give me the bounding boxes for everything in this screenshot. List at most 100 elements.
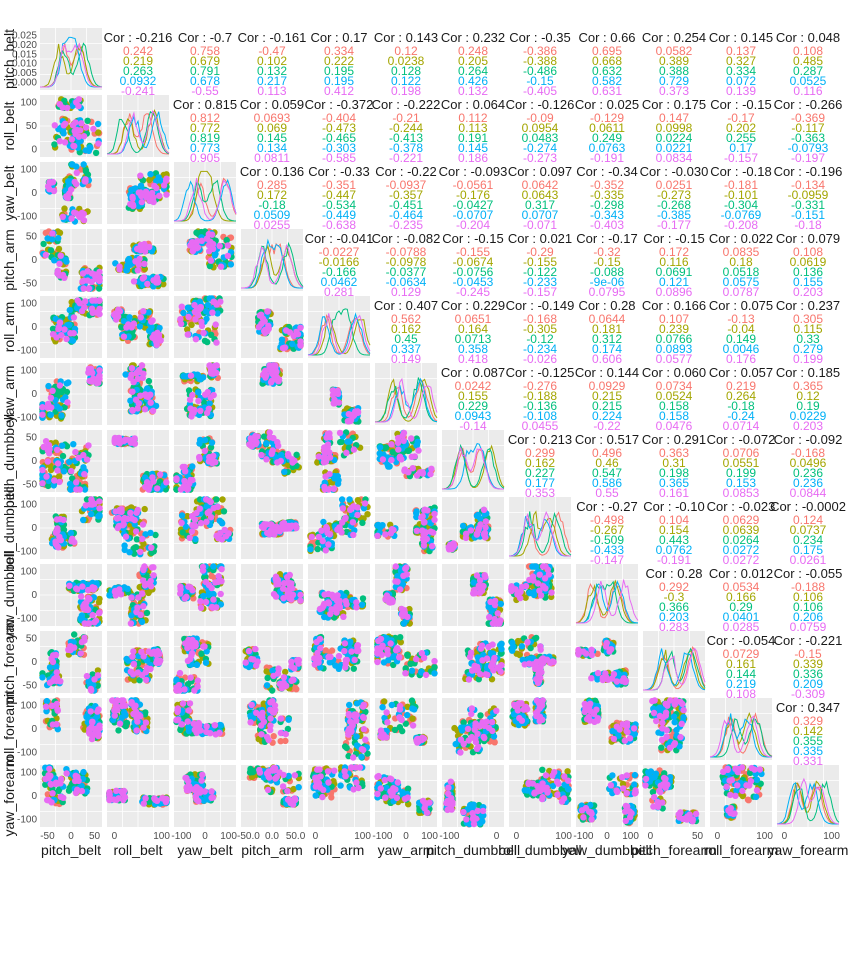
correlation-overall: Cor : -0.023 bbox=[707, 499, 776, 514]
panel-2-1 bbox=[107, 162, 170, 224]
scatter-point bbox=[54, 267, 62, 274]
scatter-point bbox=[137, 172, 144, 179]
scatter-point bbox=[321, 483, 328, 491]
scatter-point bbox=[127, 509, 134, 517]
correlation-group-value: 0.0518 bbox=[723, 265, 760, 279]
scatter-point bbox=[208, 370, 215, 377]
scatter-point bbox=[75, 454, 82, 461]
correlation-group-value: 0.128 bbox=[391, 64, 421, 78]
correlation-overall: Cor : -0.33 bbox=[308, 164, 369, 179]
correlation-group-value: 0.0835 bbox=[723, 245, 760, 259]
panel-6-0 bbox=[39, 430, 102, 493]
scatter-point bbox=[53, 516, 61, 523]
correlation-overall: Cor : -0.092 bbox=[774, 432, 843, 447]
correlation-group-value: -0.449 bbox=[322, 208, 356, 222]
correlation-group-value: 0.0642 bbox=[522, 178, 559, 192]
scatter-point bbox=[416, 469, 424, 476]
scatter-point bbox=[334, 526, 341, 533]
scatter-point bbox=[75, 102, 82, 110]
scatter-point bbox=[61, 139, 69, 146]
scatter-point bbox=[224, 242, 232, 249]
scatter-point bbox=[128, 365, 136, 372]
scatter-point bbox=[163, 191, 170, 198]
scatter-point bbox=[206, 362, 213, 369]
correlation-group-value: -0.331 bbox=[791, 198, 825, 212]
scatter-point bbox=[189, 476, 196, 484]
correlation-group-value: 0.0575 bbox=[723, 275, 760, 289]
correlation-group-value: -0.0937 bbox=[386, 178, 427, 192]
panel-5-4 bbox=[308, 363, 370, 425]
correlation-overall: Cor : 0.060 bbox=[642, 365, 706, 380]
scatter-point bbox=[85, 147, 93, 154]
correlation-overall: Cor : 0.517 bbox=[575, 432, 639, 447]
scatter-point bbox=[408, 435, 415, 442]
scatter-point bbox=[122, 533, 130, 540]
scatter-point bbox=[149, 407, 157, 414]
scatter-point bbox=[179, 529, 186, 536]
correlation-group-value: -0.369 bbox=[791, 111, 825, 125]
correlation-group-value: 0.758 bbox=[190, 44, 220, 58]
scatter-point bbox=[323, 523, 330, 531]
scatter-point bbox=[47, 411, 54, 419]
scatter-point bbox=[55, 245, 63, 253]
correlation-group-value: 0.203 bbox=[793, 285, 823, 299]
correlation-group-value: -0.166 bbox=[322, 265, 356, 279]
scatter-point bbox=[209, 245, 217, 253]
panel-7-1 bbox=[107, 497, 169, 559]
correlation-group-value: 0.12 bbox=[394, 44, 418, 58]
scatter-point bbox=[213, 362, 220, 369]
correlation-overall: Cor : 0.048 bbox=[776, 30, 840, 45]
scatter-point bbox=[409, 465, 416, 472]
correlation-group-value: -0.181 bbox=[724, 178, 758, 192]
correlation-overall: Cor : -0.082 bbox=[372, 231, 441, 246]
scatter-point bbox=[51, 257, 58, 264]
scatter-point bbox=[125, 255, 133, 263]
correlation-group-value: 0.729 bbox=[659, 74, 689, 88]
correlation-group-value: 0.0787 bbox=[723, 285, 760, 299]
scatter-point bbox=[54, 527, 61, 535]
scatter-point bbox=[337, 438, 344, 446]
panel-4-7: Cor : -0.149-0.168-0.305-0.12-0.234-0.02… bbox=[506, 298, 575, 366]
panel-5-7: Cor : -0.125-0.276-0.188-0.136-0.1080.04… bbox=[506, 365, 575, 433]
panel-0-7: Cor : -0.35-0.386-0.388-0.486-0.15-0.405 bbox=[509, 30, 570, 98]
panel-7-0 bbox=[40, 496, 103, 559]
scatter-point bbox=[78, 307, 86, 315]
scatter-point bbox=[297, 342, 304, 349]
scatter-point bbox=[120, 333, 128, 340]
scatter-point bbox=[148, 323, 155, 331]
scatter-point bbox=[208, 439, 216, 446]
scatter-point bbox=[55, 235, 62, 242]
scatter-point bbox=[68, 467, 75, 475]
scatter-point bbox=[204, 338, 211, 346]
scatter-point bbox=[61, 326, 68, 333]
correlation-group-value: 0.18 bbox=[729, 255, 753, 269]
scatter-point bbox=[49, 387, 56, 394]
scatter-point bbox=[382, 531, 389, 538]
scatter-point bbox=[60, 468, 68, 475]
scatter-point bbox=[178, 512, 186, 519]
scatter-point bbox=[227, 261, 235, 268]
correlation-group-value: 0.0998 bbox=[656, 121, 693, 135]
panel-7-8: Cor : -0.27-0.498-0.267-0.509-0.433-0.14… bbox=[576, 499, 637, 567]
density-curve bbox=[174, 177, 237, 222]
scatter-point bbox=[388, 441, 395, 448]
correlation-group-value: -0.15 bbox=[526, 74, 554, 88]
scatter-point bbox=[263, 440, 270, 447]
correlation-overall: Cor : 0.087 bbox=[441, 365, 505, 380]
panel-5-3 bbox=[241, 362, 303, 425]
correlation-group-value: 0.122 bbox=[391, 74, 421, 88]
correlation-group-value: -0.245 bbox=[456, 285, 490, 299]
scatter-point bbox=[431, 516, 438, 523]
correlation-group-value: -9e-06 bbox=[590, 275, 625, 289]
correlation-group-value: -0.244 bbox=[389, 121, 423, 135]
correlation-group-value: 0.55 bbox=[595, 486, 619, 500]
panel-4-4 bbox=[307, 296, 371, 358]
scatter-point bbox=[154, 485, 161, 492]
scatter-point bbox=[399, 432, 406, 439]
correlation-group-value: 0.249 bbox=[592, 131, 622, 145]
panel-7-7 bbox=[508, 497, 572, 559]
